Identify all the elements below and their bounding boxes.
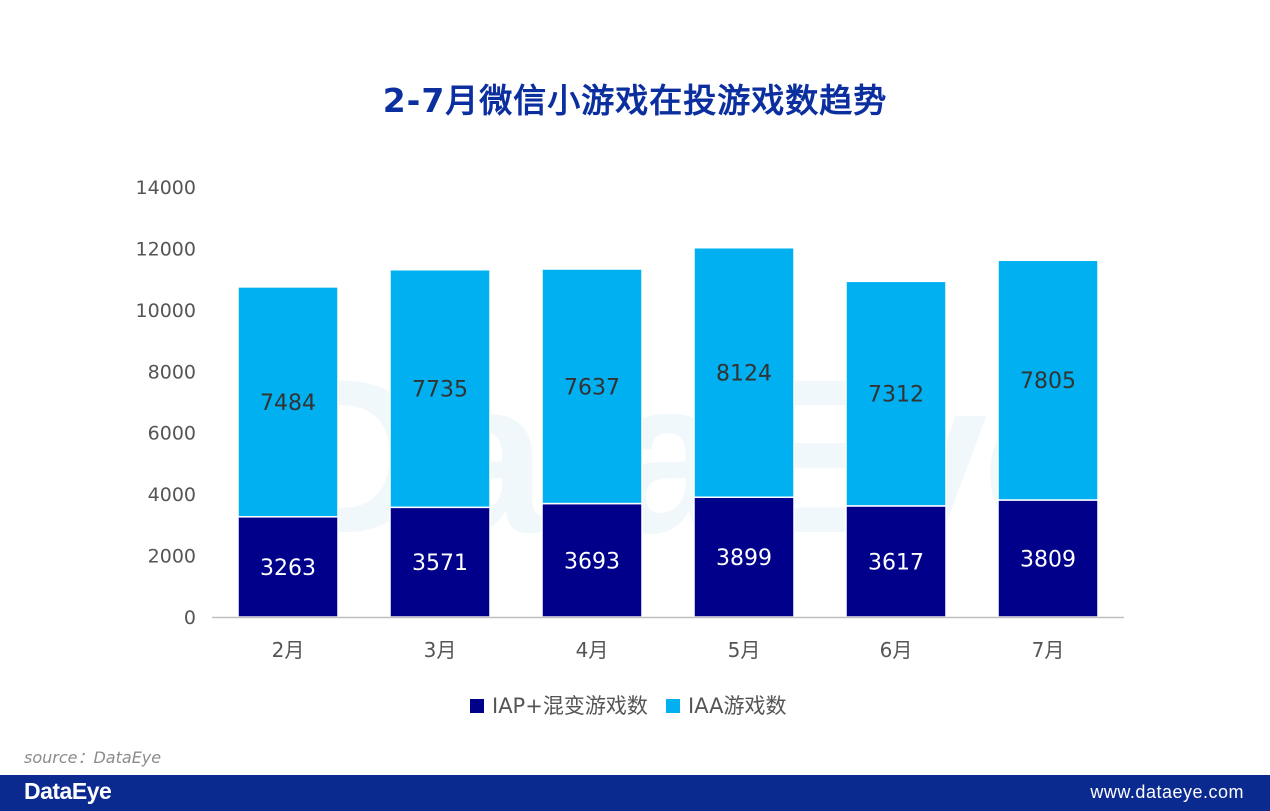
- y-tick-label: 8000: [148, 361, 196, 383]
- data-label: 3263: [260, 556, 316, 581]
- bar-segment-iap: [389, 506, 491, 618]
- bar-segment-iaa: [389, 268, 491, 509]
- chart-title: 2-7月微信小游戏在投游戏数趋势: [382, 81, 888, 120]
- x-tick-label: 5月: [728, 638, 761, 662]
- x-tick-label: 4月: [576, 638, 609, 662]
- bar-segment-iaa: [997, 259, 1099, 501]
- footer-bar: DataEye www.dataeye.com: [0, 775, 1270, 811]
- y-tick-label: 6000: [148, 423, 196, 445]
- bar-segment-iaa: [541, 268, 643, 505]
- stacked-bar-chart: 0 2000 4000 6000 8000 10000 12000 14000 3263 748…: [136, 177, 1124, 718]
- data-label: 7484: [260, 391, 316, 416]
- y-tick-label: 4000: [148, 484, 196, 506]
- data-label: 7735: [412, 378, 468, 403]
- legend-swatch: [666, 699, 680, 713]
- bar-segment-iaa: [693, 246, 795, 498]
- bar-segment-iap: [997, 499, 1099, 618]
- legend-label: IAP+混变游戏数: [492, 694, 648, 718]
- x-tick-label: 2月: [272, 638, 305, 662]
- source-note: source：DataEye: [24, 748, 162, 767]
- data-label: 3571: [412, 551, 468, 576]
- bar-segment-iaa: [845, 280, 947, 507]
- data-label: 8124: [716, 361, 772, 386]
- y-tick-label: 0: [184, 607, 196, 629]
- data-label: 7805: [1020, 369, 1076, 394]
- bar-segment-iap: [541, 502, 643, 618]
- legend-label: IAA游戏数: [688, 694, 787, 718]
- y-tick-label: 2000: [148, 546, 196, 568]
- y-tick-label: 12000: [136, 238, 196, 260]
- y-tick-label: 14000: [136, 177, 196, 199]
- legend-swatch: [470, 699, 484, 713]
- x-tick-label: 3月: [424, 638, 457, 662]
- data-label: 7312: [868, 383, 924, 408]
- x-tick-label: 6月: [880, 638, 913, 662]
- data-label: 3899: [716, 546, 772, 571]
- data-label: 3617: [868, 550, 924, 575]
- data-label: 3809: [1020, 548, 1076, 573]
- footer-logo: DataEye: [24, 778, 112, 804]
- x-tick-label: 7月: [1032, 638, 1065, 662]
- data-label: 7637: [564, 375, 620, 400]
- data-label: 3693: [564, 549, 620, 574]
- y-tick-label: 10000: [136, 300, 196, 322]
- bar-segment-iap: [693, 496, 795, 618]
- footer-url: www.dataeye.com: [1090, 782, 1244, 802]
- bar-segment-iaa: [237, 286, 339, 518]
